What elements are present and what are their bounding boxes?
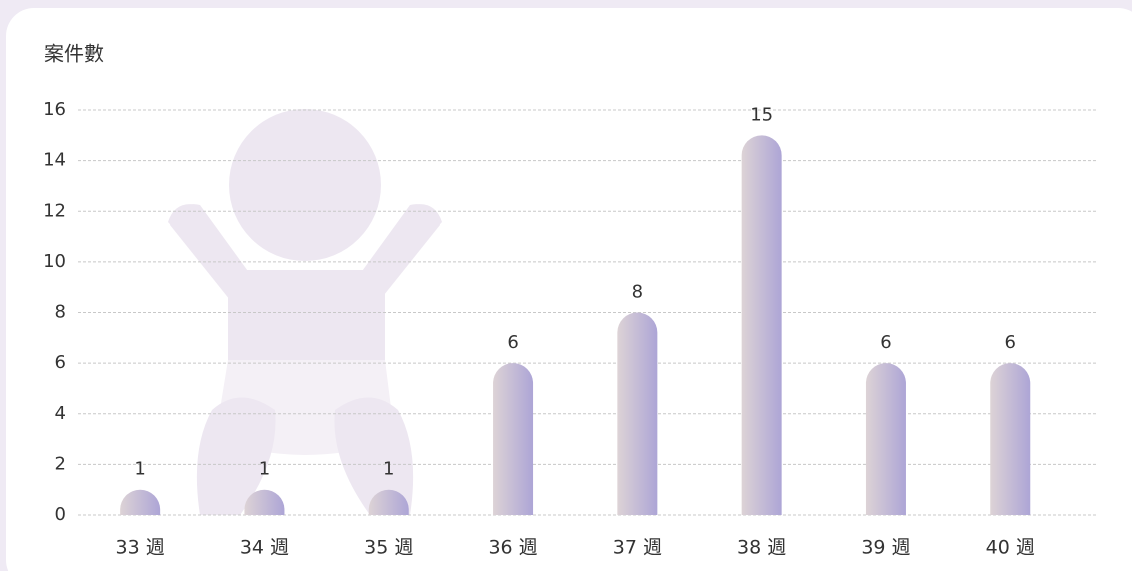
y-axis-label: 案件數 xyxy=(44,42,104,66)
baby-illustration xyxy=(168,109,442,515)
value-label: 8 xyxy=(632,282,643,303)
y-tick-label: 8 xyxy=(55,302,66,323)
value-label: 6 xyxy=(880,332,891,353)
x-tick-label: 37 週 xyxy=(613,537,662,559)
x-tick-label: 34 週 xyxy=(240,537,289,559)
bar xyxy=(741,135,782,515)
x-tick-label: 35 週 xyxy=(364,537,413,559)
value-label: 1 xyxy=(383,459,394,480)
y-tick-label: 12 xyxy=(43,200,66,221)
bar xyxy=(120,489,161,515)
value-label: 6 xyxy=(507,332,518,353)
bar xyxy=(617,312,658,515)
x-tick-label: 36 週 xyxy=(488,537,537,559)
bar xyxy=(244,489,285,515)
value-label: 1 xyxy=(259,459,270,480)
y-tick-label: 10 xyxy=(43,251,66,272)
y-tick-label: 0 xyxy=(55,504,66,525)
bar xyxy=(865,363,906,515)
y-tick-label: 2 xyxy=(55,453,66,474)
x-tick-label: 39 週 xyxy=(861,537,910,559)
value-label: 6 xyxy=(1005,332,1016,353)
bar xyxy=(368,489,409,515)
x-tick-label: 40 週 xyxy=(986,537,1035,559)
card xyxy=(6,8,1132,571)
x-tick-label: 38 週 xyxy=(737,537,786,559)
y-tick-label: 4 xyxy=(55,403,66,424)
bar xyxy=(493,363,534,515)
value-label: 15 xyxy=(750,104,773,125)
y-tick-label: 6 xyxy=(55,352,66,373)
y-tick-label: 14 xyxy=(43,150,66,171)
y-tick-label: 16 xyxy=(43,99,66,120)
value-label: 1 xyxy=(134,459,145,480)
bar xyxy=(990,363,1031,515)
x-tick-label: 33 週 xyxy=(116,537,165,559)
